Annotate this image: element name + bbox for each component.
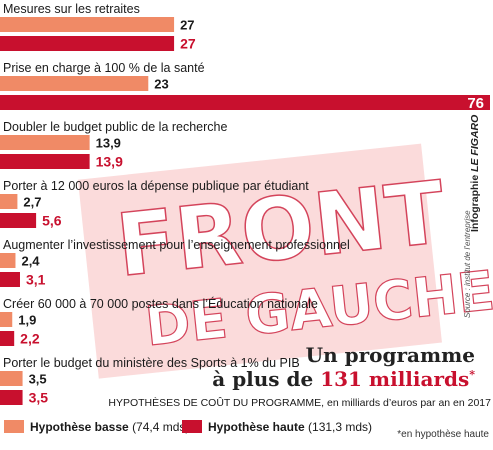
category-label: Créer 60 000 à 70 000 postes dans l’Éduc…: [3, 296, 318, 311]
headline-prefix: à plus de: [212, 367, 320, 391]
footnote: *en hypothèse haute: [397, 429, 489, 440]
credit-brand: LE FIGARO: [469, 115, 481, 172]
bar-low: [0, 253, 16, 268]
legend-swatch-high: [182, 420, 202, 433]
bar-low: [0, 194, 18, 209]
value-label-low: 2,4: [21, 254, 40, 269]
front-de-gauche-stamp: FRONT DE GAUCHE: [77, 143, 493, 379]
value-label-low: 23: [154, 77, 168, 92]
category-label: Porter le budget du ministère des Sports…: [3, 356, 300, 370]
value-label-high: 13,9: [96, 154, 123, 170]
bars-group: Mesures sur les retraites 27 27 Prise en ch…: [0, 2, 490, 406]
value-label-high: 2,2: [20, 331, 40, 347]
value-label-high: 3,1: [26, 272, 46, 288]
bar-high: [0, 331, 15, 346]
value-label-high: 27: [180, 36, 196, 52]
bar-high: [0, 36, 175, 51]
legend-label-high: Hypothèse haute (131,3 mds): [208, 420, 372, 434]
value-label-high: 76: [467, 95, 484, 112]
bar-high: [0, 213, 37, 228]
legend-name-low: Hypothèse basse: [30, 420, 129, 434]
value-label-low: 1,9: [18, 313, 36, 328]
headline-line-2: à plus de 131 milliards*: [212, 367, 475, 391]
infographic-credit: Infographie LE FIGARO: [469, 115, 481, 232]
headline-line-1: Un programme: [306, 343, 475, 367]
bar-high: [0, 390, 23, 405]
value-label-low: 2,7: [23, 195, 41, 210]
subheadline: HYPOTHÈSES DE COÛT DU PROGRAMME, en mill…: [108, 396, 491, 409]
category-label: Augmenter l’investissement pour l’enseig…: [3, 238, 350, 252]
bar-low: [0, 76, 149, 91]
headline-asterisk: *: [469, 368, 475, 381]
category-label: Porter à 12 000 euros la dépense publiqu…: [3, 179, 309, 193]
category-label: Mesures sur les retraites: [3, 2, 140, 16]
headline-amount: 131 milliards: [320, 367, 469, 391]
category-label: Prise en charge à 100 % de la santé: [3, 61, 205, 75]
bar-high: [0, 272, 20, 287]
legend-name-high: Hypothèse haute: [208, 420, 305, 434]
legend-swatch-low: [4, 420, 24, 433]
source-note: Source : institut de l’entreprise: [463, 210, 472, 318]
bar-high: [0, 95, 490, 110]
bar-low: [0, 135, 90, 150]
value-label-high: 5,6: [42, 213, 62, 229]
stamp-background: [77, 143, 442, 379]
legend-extra-low: (74,4 mds): [132, 420, 189, 434]
value-label-high: 3,5: [29, 390, 49, 406]
bar-low: [0, 17, 175, 32]
value-label-low: 3,5: [29, 372, 47, 387]
bar-high: [0, 154, 90, 169]
value-label-low: 13,9: [96, 136, 121, 151]
bar-low: [0, 312, 13, 327]
credit-label: Infographie: [469, 172, 481, 232]
legend-extra-high: (131,3 mds): [308, 420, 372, 434]
legend-label-low: Hypothèse basse (74,4 mds): [30, 420, 189, 434]
value-label-low: 27: [180, 18, 194, 33]
category-label: Doubler le budget public de la recherche: [3, 120, 227, 134]
bar-low: [0, 371, 23, 386]
legend: Hypothèse basse (74,4 mds) Hypothèse hau…: [4, 420, 372, 434]
